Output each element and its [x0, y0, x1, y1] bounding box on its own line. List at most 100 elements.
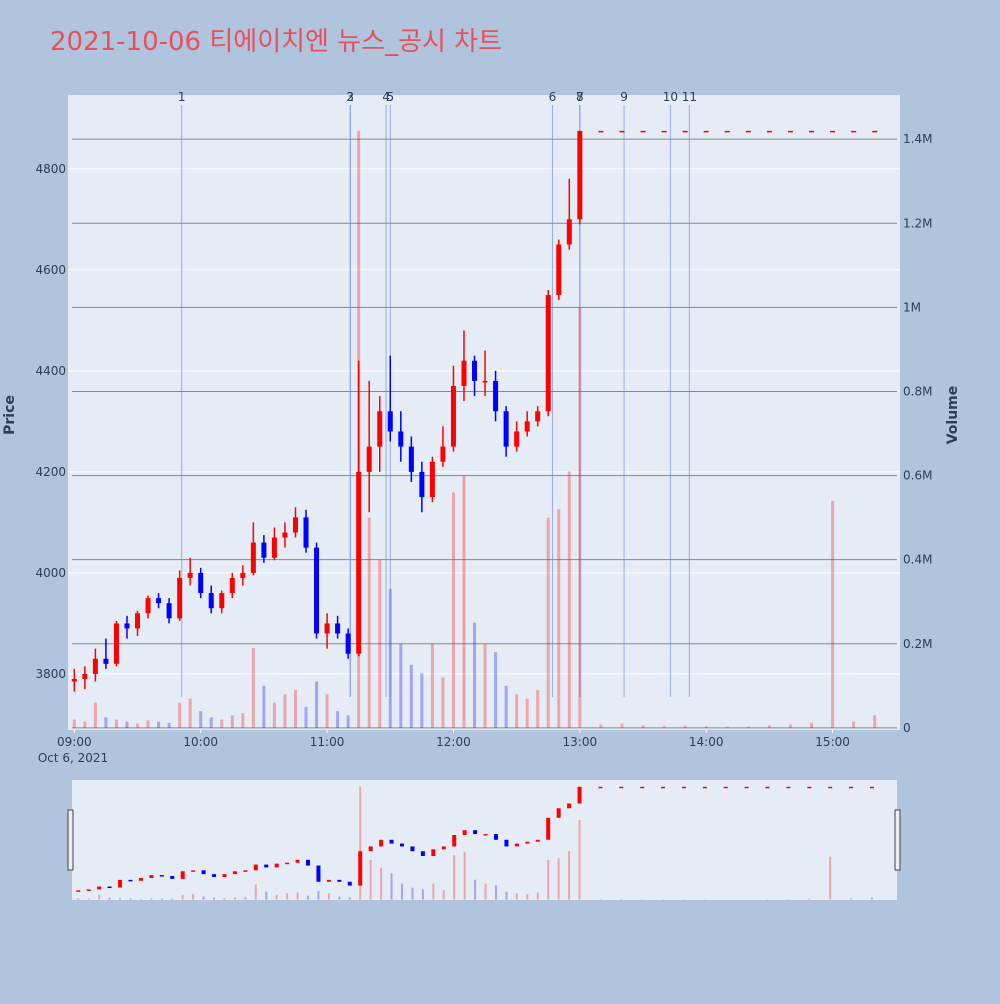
volume-bar [262, 686, 265, 728]
volume-bar [231, 715, 234, 728]
x-tick-label: 12:00 [436, 735, 471, 749]
candle-body [72, 679, 77, 682]
candle-body [556, 245, 561, 296]
volume-bar [283, 694, 286, 728]
mini-candle [108, 887, 112, 889]
mini-candle [202, 870, 206, 874]
y2-tick-label: 0.6M [903, 469, 932, 483]
mini-volume-bar [620, 899, 622, 900]
mini-volume-bar [88, 898, 90, 899]
candle-body [546, 295, 551, 411]
news-label: 6 [549, 90, 557, 104]
mini-volume-bar [411, 888, 413, 900]
candle-body [240, 573, 245, 578]
mini-candle [619, 787, 623, 789]
mini-volume-bar [77, 898, 79, 900]
candle-body [135, 613, 140, 628]
mini-candle [275, 864, 279, 868]
y-tick-label: 4600 [35, 263, 66, 277]
volume-bar [157, 722, 160, 728]
mini-volume-bar [579, 820, 581, 899]
volume-bar [83, 722, 86, 728]
y2-axis-title: Volume [945, 386, 961, 445]
mini-candle [661, 787, 665, 789]
mini-candle [546, 818, 550, 840]
volume-bar [294, 690, 297, 728]
mini-candle [640, 787, 644, 789]
volume-bar [441, 677, 444, 727]
volume-bar [210, 717, 213, 728]
candle-body [293, 517, 298, 532]
y2-tick-label: 0 [903, 721, 911, 735]
candle-body [830, 131, 835, 133]
mini-volume-bar [234, 897, 236, 899]
range-handle[interactable] [895, 810, 900, 870]
volume-bar [852, 722, 855, 728]
mini-candle [703, 787, 707, 789]
candle-body [704, 131, 709, 133]
mini-volume-bar [787, 899, 789, 900]
mini-volume-bar [464, 852, 466, 900]
mini-volume-bar [391, 873, 393, 899]
volume-bar [642, 725, 645, 728]
volume-bar [252, 648, 255, 728]
candle-body [124, 623, 129, 628]
mini-volume-bar [568, 851, 570, 899]
mini-volume-bar [286, 893, 288, 899]
candle-body [504, 411, 509, 446]
mini-volume-bar [474, 880, 476, 900]
mini-candle [849, 787, 853, 789]
news-label: 1 [178, 90, 186, 104]
volume-bar [810, 723, 813, 728]
mini-volume-bar [328, 893, 330, 899]
candle-body [683, 131, 688, 133]
y-tick-label: 4000 [35, 566, 66, 580]
volume-bar [620, 724, 623, 728]
volume-bar [557, 509, 560, 728]
y-tick-label: 3800 [35, 667, 66, 681]
candle-body [304, 517, 309, 547]
mini-candle [786, 787, 790, 789]
volume-bar [336, 711, 339, 728]
mini-candle [128, 880, 132, 882]
y2-tick-label: 1.4M [903, 132, 932, 146]
mini-volume-bar [276, 895, 278, 900]
mini-candle [828, 787, 832, 789]
mini-candle [160, 875, 164, 877]
mini-candle [724, 787, 728, 789]
mini-candle [494, 834, 498, 840]
mini-candle [682, 787, 686, 789]
volume-bar [168, 723, 171, 728]
mini-candle [327, 880, 331, 882]
candle-body [282, 532, 287, 537]
mini-volume-bar [537, 892, 539, 899]
volume-bar [241, 713, 244, 728]
mini-candle [243, 870, 247, 872]
candle-body [809, 131, 814, 133]
candle-body [851, 131, 856, 133]
candle-body [525, 421, 530, 431]
candle-body [619, 131, 624, 133]
volume-bar [220, 719, 223, 727]
mini-candle [212, 874, 216, 877]
mini-candle [306, 860, 310, 866]
mini-candle [118, 880, 122, 888]
candle-body [356, 472, 361, 654]
mini-candle [525, 842, 529, 844]
candle-body [209, 593, 214, 608]
mini-volume-bar [161, 898, 163, 899]
x-tick-label: 10:00 [183, 735, 218, 749]
volume-bar [505, 686, 508, 728]
mini-candle [181, 871, 185, 879]
candle-body [146, 598, 151, 613]
candle-body [514, 431, 519, 446]
candle-body [641, 131, 646, 133]
plot-area [68, 95, 900, 730]
mini-candle [870, 787, 874, 789]
range-handle[interactable] [68, 810, 73, 870]
mini-volume-bar [244, 897, 246, 900]
volume-bar [536, 690, 539, 728]
candle-body [188, 573, 193, 578]
candle-body [251, 543, 256, 573]
